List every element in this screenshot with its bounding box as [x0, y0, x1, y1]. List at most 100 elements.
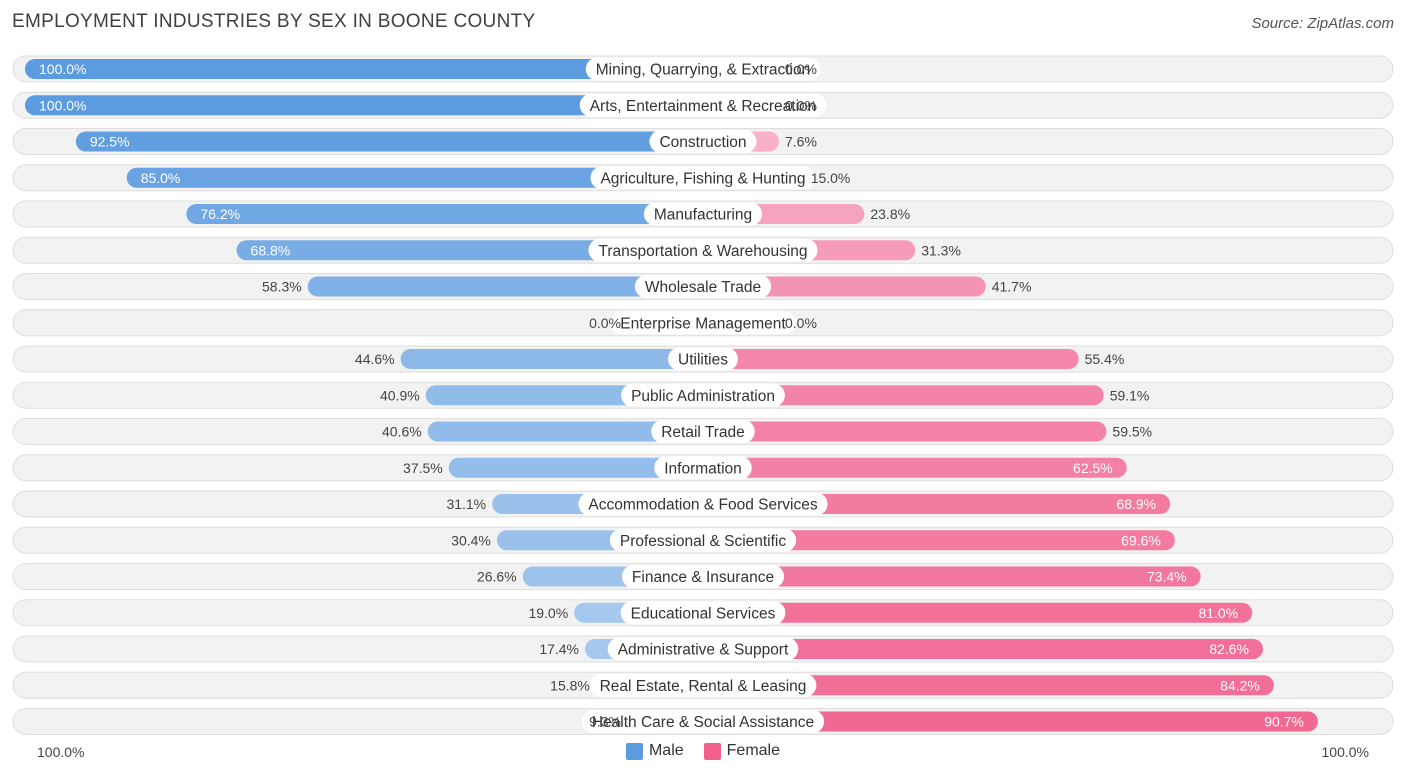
male-bar — [25, 95, 703, 116]
female-value-label: 81.0% — [1198, 605, 1238, 621]
female-bar — [703, 276, 986, 297]
category-label-pill — [609, 528, 797, 552]
female-bar — [703, 711, 1318, 732]
category-label-pill — [585, 57, 821, 81]
female-value-label: 31.3% — [921, 242, 961, 258]
chart-row: Professional & Scientific 30.4% 69.6% — [12, 526, 1394, 554]
chart-row: Construction 92.5% 7.6% — [12, 128, 1394, 155]
male-value-label: 92.5% — [90, 134, 130, 150]
chart-row: Administrative & Support 17.4% 82.6% — [12, 635, 1394, 663]
female-value-label: 62.5% — [1073, 460, 1113, 476]
chart-row: Utilities 44.6% 55.4% — [12, 345, 1394, 373]
female-bar — [703, 530, 1175, 551]
chart-row: Manufacturing 76.2% 23.8% — [12, 200, 1394, 228]
category-label-pill — [590, 166, 816, 190]
female-value-label: 73.4% — [1147, 569, 1187, 585]
female-value-label: 82.6% — [1209, 641, 1249, 657]
male-bar — [448, 457, 703, 478]
female-value-label: 59.1% — [1110, 387, 1150, 403]
female-value-label: 69.6% — [1121, 532, 1161, 548]
category-label-pill — [668, 347, 738, 371]
category-label: Wholesale Trade — [645, 279, 761, 296]
category-label: Information — [664, 460, 742, 477]
chart-row: Transportation & Warehousing 68.8% 31.3% — [12, 236, 1394, 264]
category-label: Real Estate, Rental & Leasing — [600, 678, 807, 695]
chart-row: Educational Services 19.0% 81.0% — [12, 599, 1394, 627]
chart-row: Arts, Entertainment & Recreation 100.0% 0.… — [12, 91, 1394, 119]
male-value-label: 76.2% — [200, 206, 240, 222]
category-label: Health Care & Social Assistance — [592, 714, 814, 731]
category-label-pill — [588, 238, 818, 262]
male-value-label: 19.0% — [528, 605, 568, 621]
category-label: Mining, Quarrying, & Extraction — [596, 62, 811, 79]
source-credit: Source: ZipAtlas.com — [1251, 15, 1394, 32]
chart-row: Retail Trade 40.6% 59.5% — [12, 418, 1394, 445]
category-label: Transportation & Warehousing — [598, 243, 807, 260]
male-value-label: 40.9% — [380, 387, 420, 403]
category-label-pill — [621, 565, 785, 588]
female-value-label: 41.7% — [992, 279, 1032, 295]
chart-row: Mining, Quarrying, & Extraction 100.0% 0.0… — [12, 55, 1394, 83]
category-label: Arts, Entertainment & Recreation — [590, 98, 817, 115]
male-value-label: 26.6% — [477, 569, 517, 585]
category-label-pill — [649, 130, 757, 153]
male-value-label: 31.1% — [446, 496, 486, 512]
female-value-label: 0.0% — [785, 97, 817, 113]
female-bar — [703, 602, 1253, 623]
category-label: Retail Trade — [661, 424, 745, 441]
chart-row: Information 37.5% 62.5% — [12, 454, 1394, 482]
female-value-label: 0.0% — [785, 61, 817, 77]
male-bar — [75, 131, 704, 152]
legend-swatch-female — [703, 742, 721, 760]
male-bar — [186, 204, 703, 224]
category-label: Professional & Scientific — [620, 533, 787, 550]
male-value-label: 85.0% — [141, 170, 181, 186]
male-bar — [236, 240, 703, 261]
category-label: Finance & Insurance — [632, 569, 774, 586]
chart-row: Agriculture, Fishing & Hunting 85.0% 15.0% — [12, 164, 1394, 192]
category-label-pill — [654, 456, 752, 480]
male-value-label: 44.6% — [355, 351, 395, 367]
female-value-label: 90.7% — [1264, 714, 1304, 730]
male-bar — [307, 276, 703, 297]
male-value-label: 40.6% — [382, 424, 422, 440]
category-label-pill — [607, 637, 799, 661]
male-value-label: 58.3% — [262, 279, 302, 295]
category-label-pill — [643, 202, 763, 226]
category-label-pill — [651, 420, 755, 443]
male-value-label: 9.3% — [589, 714, 621, 730]
chart-title: EMPLOYMENT INDUSTRIES BY SEX IN BOONE CO… — [12, 11, 536, 32]
category-label-pill — [621, 383, 785, 407]
axis-right-label: 100.0% — [1321, 744, 1369, 760]
legend-label-male: Male — [648, 742, 684, 759]
female-value-label: 55.4% — [1085, 351, 1125, 367]
female-value-label: 59.5% — [1112, 424, 1152, 440]
chart-row: Finance & Insurance 26.6% 73.4% — [12, 563, 1394, 590]
legend-item-female: Female — [703, 742, 781, 760]
category-label: Administrative & Support — [618, 642, 789, 659]
category-label-pill — [581, 710, 825, 733]
category-label-pill — [579, 93, 827, 117]
legend: Male Female — [0, 742, 1406, 760]
axis-left-label: 100.0% — [37, 744, 85, 760]
female-bar — [703, 349, 1079, 369]
female-bar — [703, 457, 1127, 478]
chart-row: Public Administration 40.9% 59.1% — [12, 381, 1394, 409]
category-label: Agriculture, Fishing & Hunting — [600, 170, 805, 187]
female-value-label: 7.6% — [785, 134, 817, 150]
male-bar — [427, 421, 703, 442]
legend-label-female: Female — [726, 742, 781, 759]
category-label-pill — [610, 311, 796, 335]
female-bar — [703, 639, 1264, 659]
male-value-label: 0.0% — [589, 315, 621, 331]
female-value-label: 15.0% — [811, 170, 851, 186]
legend-swatch-male — [625, 742, 643, 760]
female-value-label: 84.2% — [1220, 677, 1260, 693]
male-value-label: 37.5% — [403, 460, 443, 476]
female-value-label: 0.0% — [785, 315, 817, 331]
female-value-label: 23.8% — [870, 206, 910, 222]
chart-row: Real Estate, Rental & Leasing 15.8% 84.2% — [12, 671, 1394, 699]
